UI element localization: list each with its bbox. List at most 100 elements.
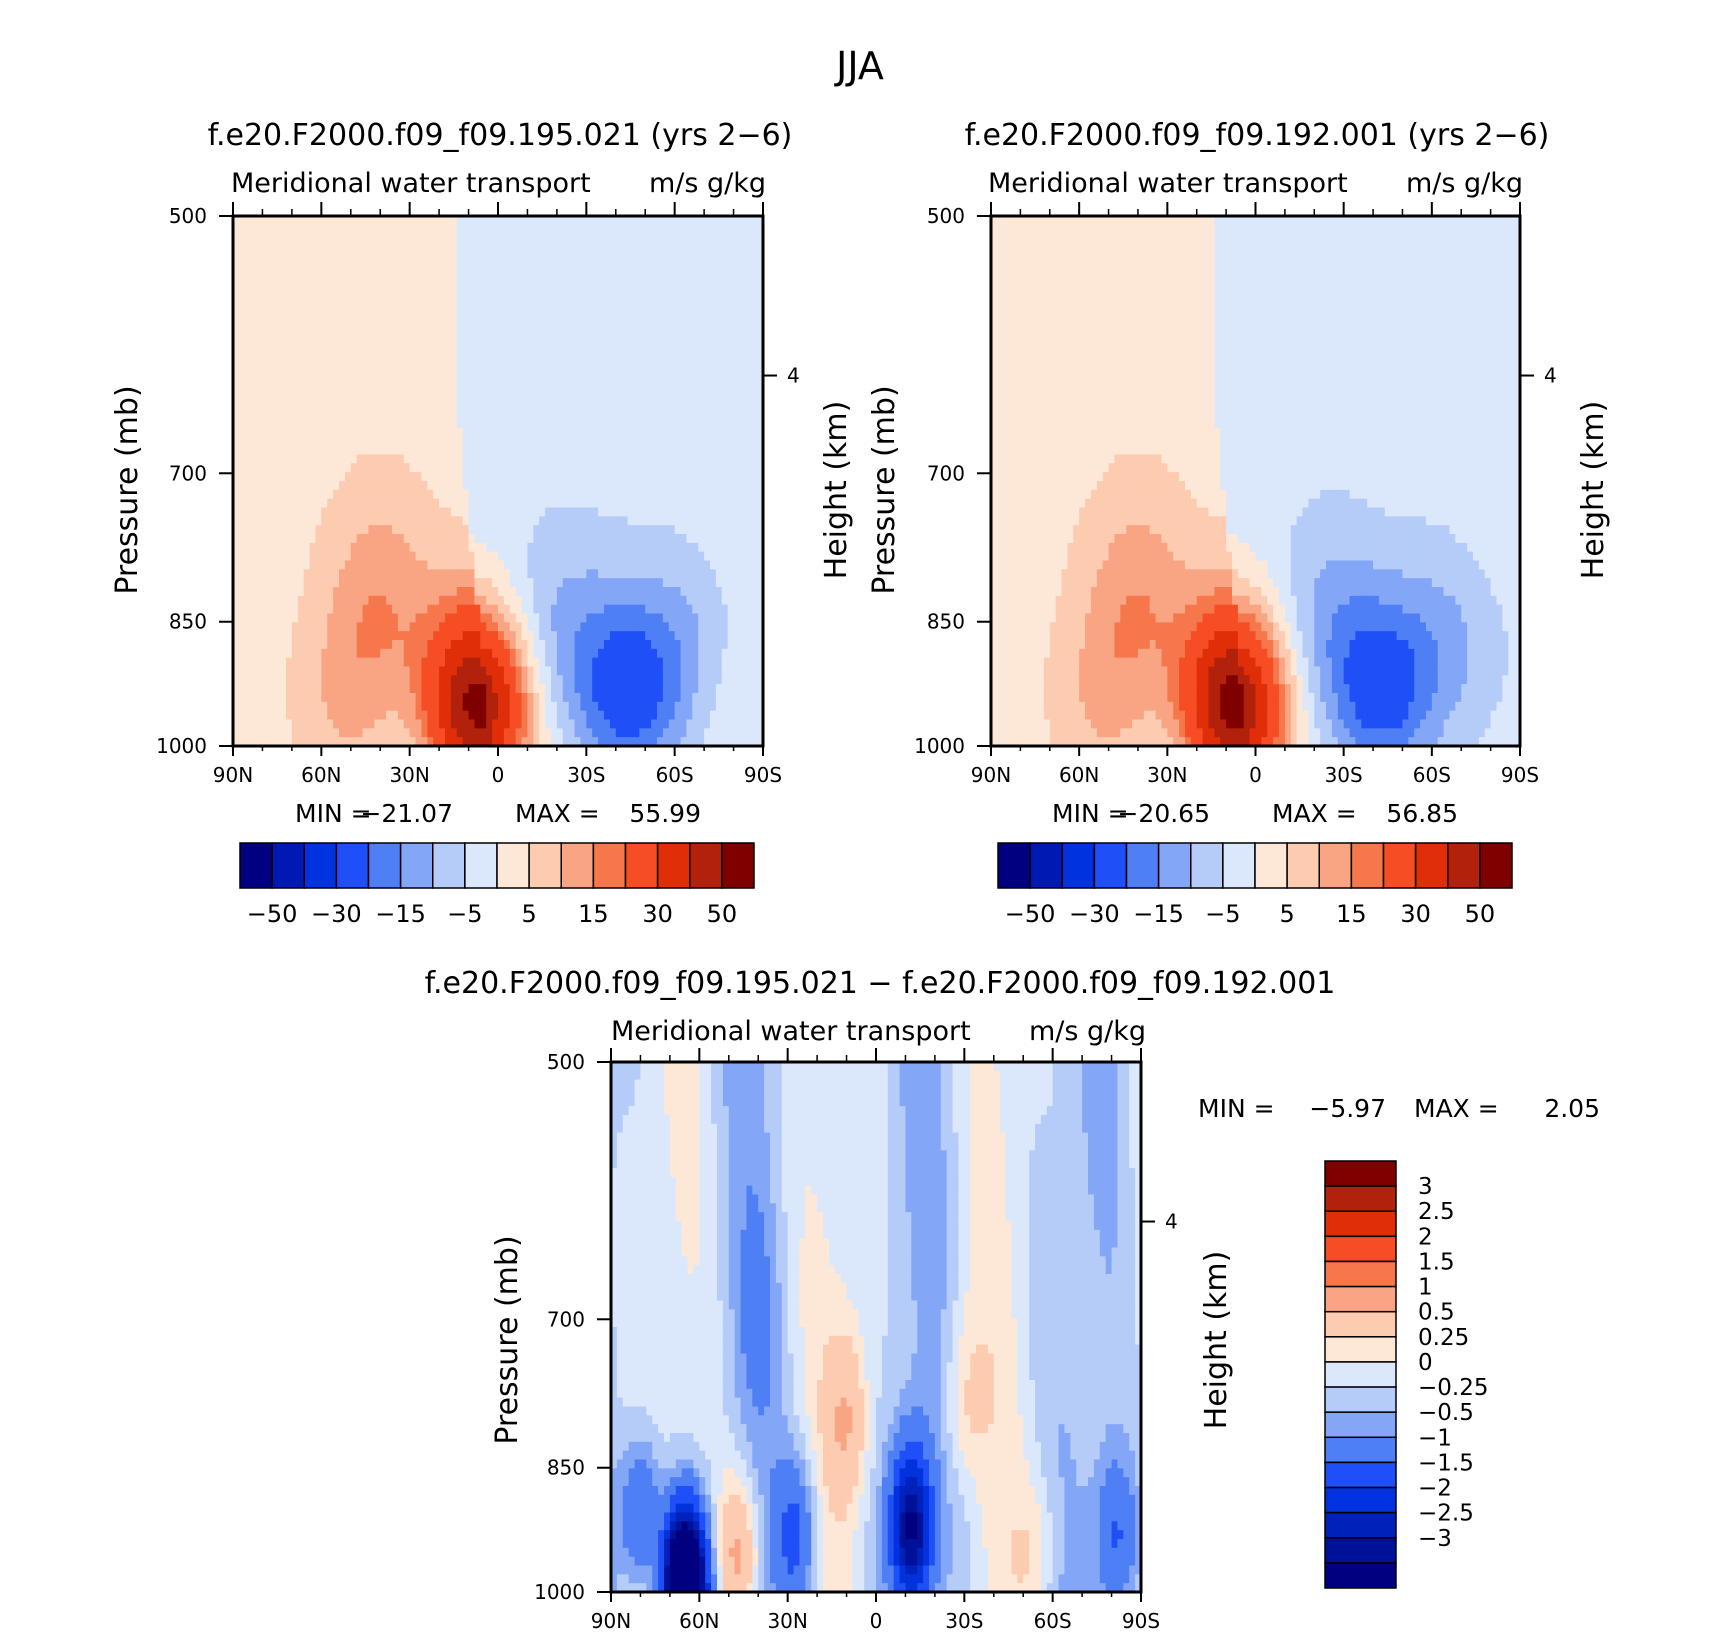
field-cell — [262, 260, 269, 270]
field-cell — [233, 472, 240, 482]
field-cell — [427, 560, 434, 570]
field-cell — [586, 507, 593, 517]
field-cell — [627, 428, 635, 438]
field-cell — [309, 242, 317, 252]
field-cell — [333, 472, 340, 482]
field-cell — [445, 392, 452, 403]
field-cell — [291, 330, 299, 341]
field-cell — [315, 224, 322, 235]
field-cell — [380, 498, 387, 509]
field-cell — [580, 587, 587, 597]
field-cell — [392, 251, 399, 261]
field-cell — [668, 560, 676, 570]
field-cell — [580, 304, 587, 314]
field-cell — [439, 348, 446, 358]
field-cell — [368, 587, 375, 597]
field-cell — [439, 357, 446, 367]
field-cell — [233, 507, 240, 517]
field-cell — [286, 481, 293, 491]
field-cell — [657, 330, 664, 341]
field-cell — [527, 224, 534, 235]
field-cell — [533, 657, 540, 668]
field-cell — [309, 472, 317, 482]
field-cell — [492, 613, 499, 623]
field-cell — [533, 578, 540, 588]
field-cell — [633, 366, 640, 376]
field-cell — [721, 489, 729, 500]
field-cell — [286, 551, 293, 562]
field-cell — [503, 366, 511, 376]
field-cell — [586, 401, 593, 411]
field-cell — [592, 587, 599, 597]
field-cell — [397, 560, 405, 570]
field-cell — [562, 481, 570, 491]
field-cell — [427, 348, 434, 358]
field-cell — [480, 233, 487, 244]
field-cell — [344, 684, 352, 694]
field-cell — [450, 542, 458, 553]
field-cell — [515, 613, 523, 623]
field-cell — [733, 295, 741, 305]
field-cell — [427, 260, 434, 270]
field-cell — [751, 569, 758, 579]
field-cell — [344, 542, 352, 553]
field-cell — [309, 648, 317, 659]
field-cell — [233, 569, 240, 579]
field-cell — [639, 666, 646, 676]
field-cell — [415, 595, 423, 606]
field-cell — [327, 419, 334, 429]
field-cell — [268, 295, 275, 305]
field-cell — [256, 534, 264, 544]
field-cell — [492, 657, 499, 668]
field-cell — [350, 551, 358, 562]
field-cell — [680, 313, 688, 323]
field-cell — [556, 277, 564, 288]
field-cell — [609, 534, 617, 544]
field-cell — [486, 657, 493, 668]
field-cell — [286, 375, 293, 385]
field-cell — [633, 516, 640, 526]
field-cell — [445, 357, 452, 367]
field-cell — [621, 428, 629, 438]
field-cell — [480, 322, 487, 332]
field-cell — [315, 383, 322, 394]
field-cell — [262, 631, 269, 641]
field-cell — [392, 454, 399, 464]
field-cell — [415, 436, 423, 447]
field-cell — [456, 631, 464, 641]
field-cell — [380, 348, 387, 358]
field-cell — [409, 286, 417, 297]
field-cell — [751, 604, 758, 615]
field-cell — [727, 322, 735, 332]
field-cell — [609, 304, 617, 314]
field-cell — [280, 534, 287, 544]
field-cell — [715, 516, 723, 526]
field-cell — [527, 560, 534, 570]
field-cell — [509, 330, 517, 341]
field-cell — [415, 322, 423, 332]
field-cell — [362, 304, 370, 314]
field-cell — [633, 560, 640, 570]
field-cell — [698, 622, 705, 632]
field-cell — [238, 383, 246, 394]
field-cell — [456, 286, 464, 297]
field-cell — [704, 428, 711, 438]
field-cell — [592, 401, 599, 411]
field-cell — [739, 569, 746, 579]
field-cell — [545, 233, 552, 244]
field-cell — [339, 675, 346, 685]
field-cell — [721, 401, 729, 411]
field-cell — [533, 622, 540, 632]
field-cell — [645, 542, 652, 553]
field-cell — [238, 569, 246, 579]
field-cell — [492, 269, 499, 279]
field-cell — [303, 348, 311, 358]
field-cell — [515, 684, 523, 694]
field-cell — [380, 242, 387, 252]
field-cell — [503, 286, 511, 297]
field-cell — [721, 498, 729, 509]
field-cell — [698, 657, 705, 668]
field-cell — [503, 657, 511, 668]
field-cell — [580, 260, 587, 270]
field-cell — [551, 604, 558, 615]
